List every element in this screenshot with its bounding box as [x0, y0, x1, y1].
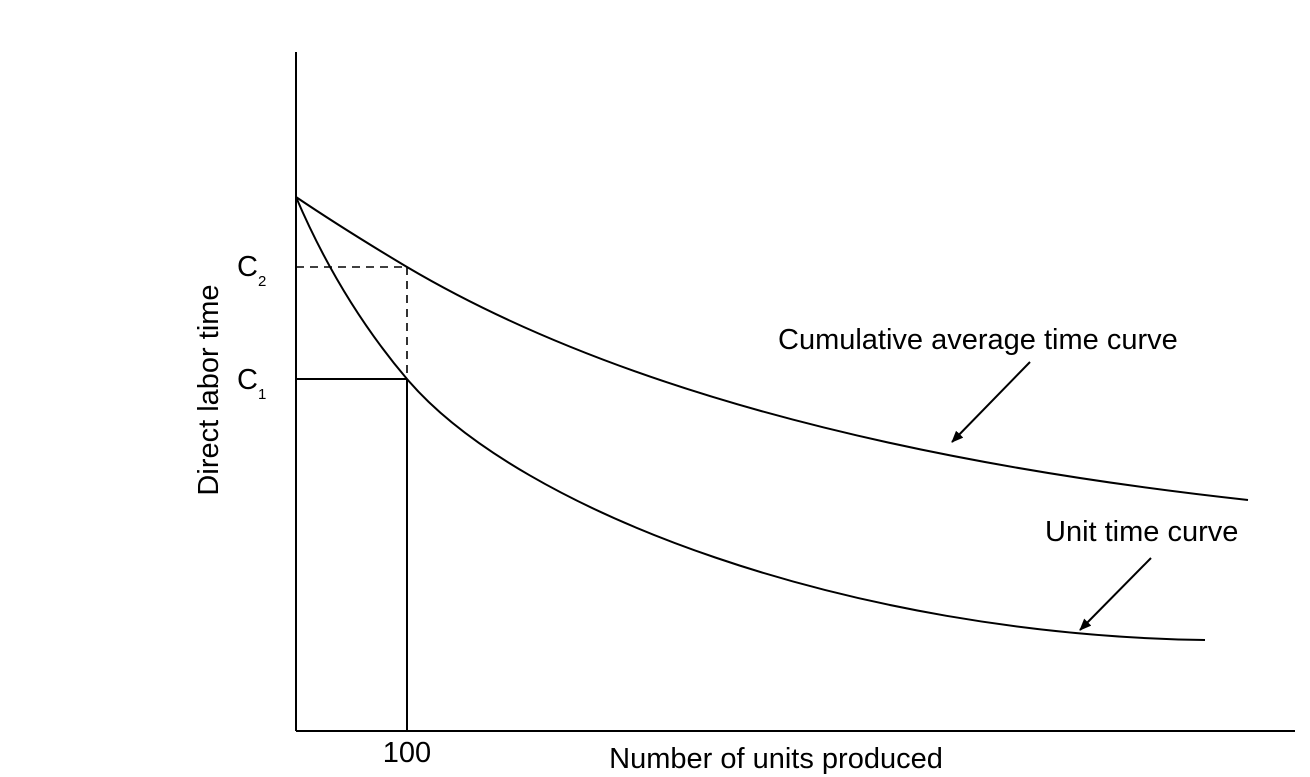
y-axis-label: Direct labor time	[193, 284, 225, 495]
unit-curve-arrow	[1079, 557, 1152, 631]
cumulative-average-time-curve	[295, 196, 1249, 501]
cumulative-curve-arrow	[951, 361, 1031, 443]
unit-time-curve	[295, 196, 1206, 641]
x-axis-label: Number of units produced	[609, 743, 943, 775]
c1-label: C1	[237, 364, 266, 403]
x-tick-100: 100	[383, 737, 431, 769]
cumulative-curve-label: Cumulative average time curve	[778, 324, 1178, 356]
unit-curve-label: Unit time curve	[1045, 516, 1238, 548]
c2-label: C2	[237, 251, 266, 290]
